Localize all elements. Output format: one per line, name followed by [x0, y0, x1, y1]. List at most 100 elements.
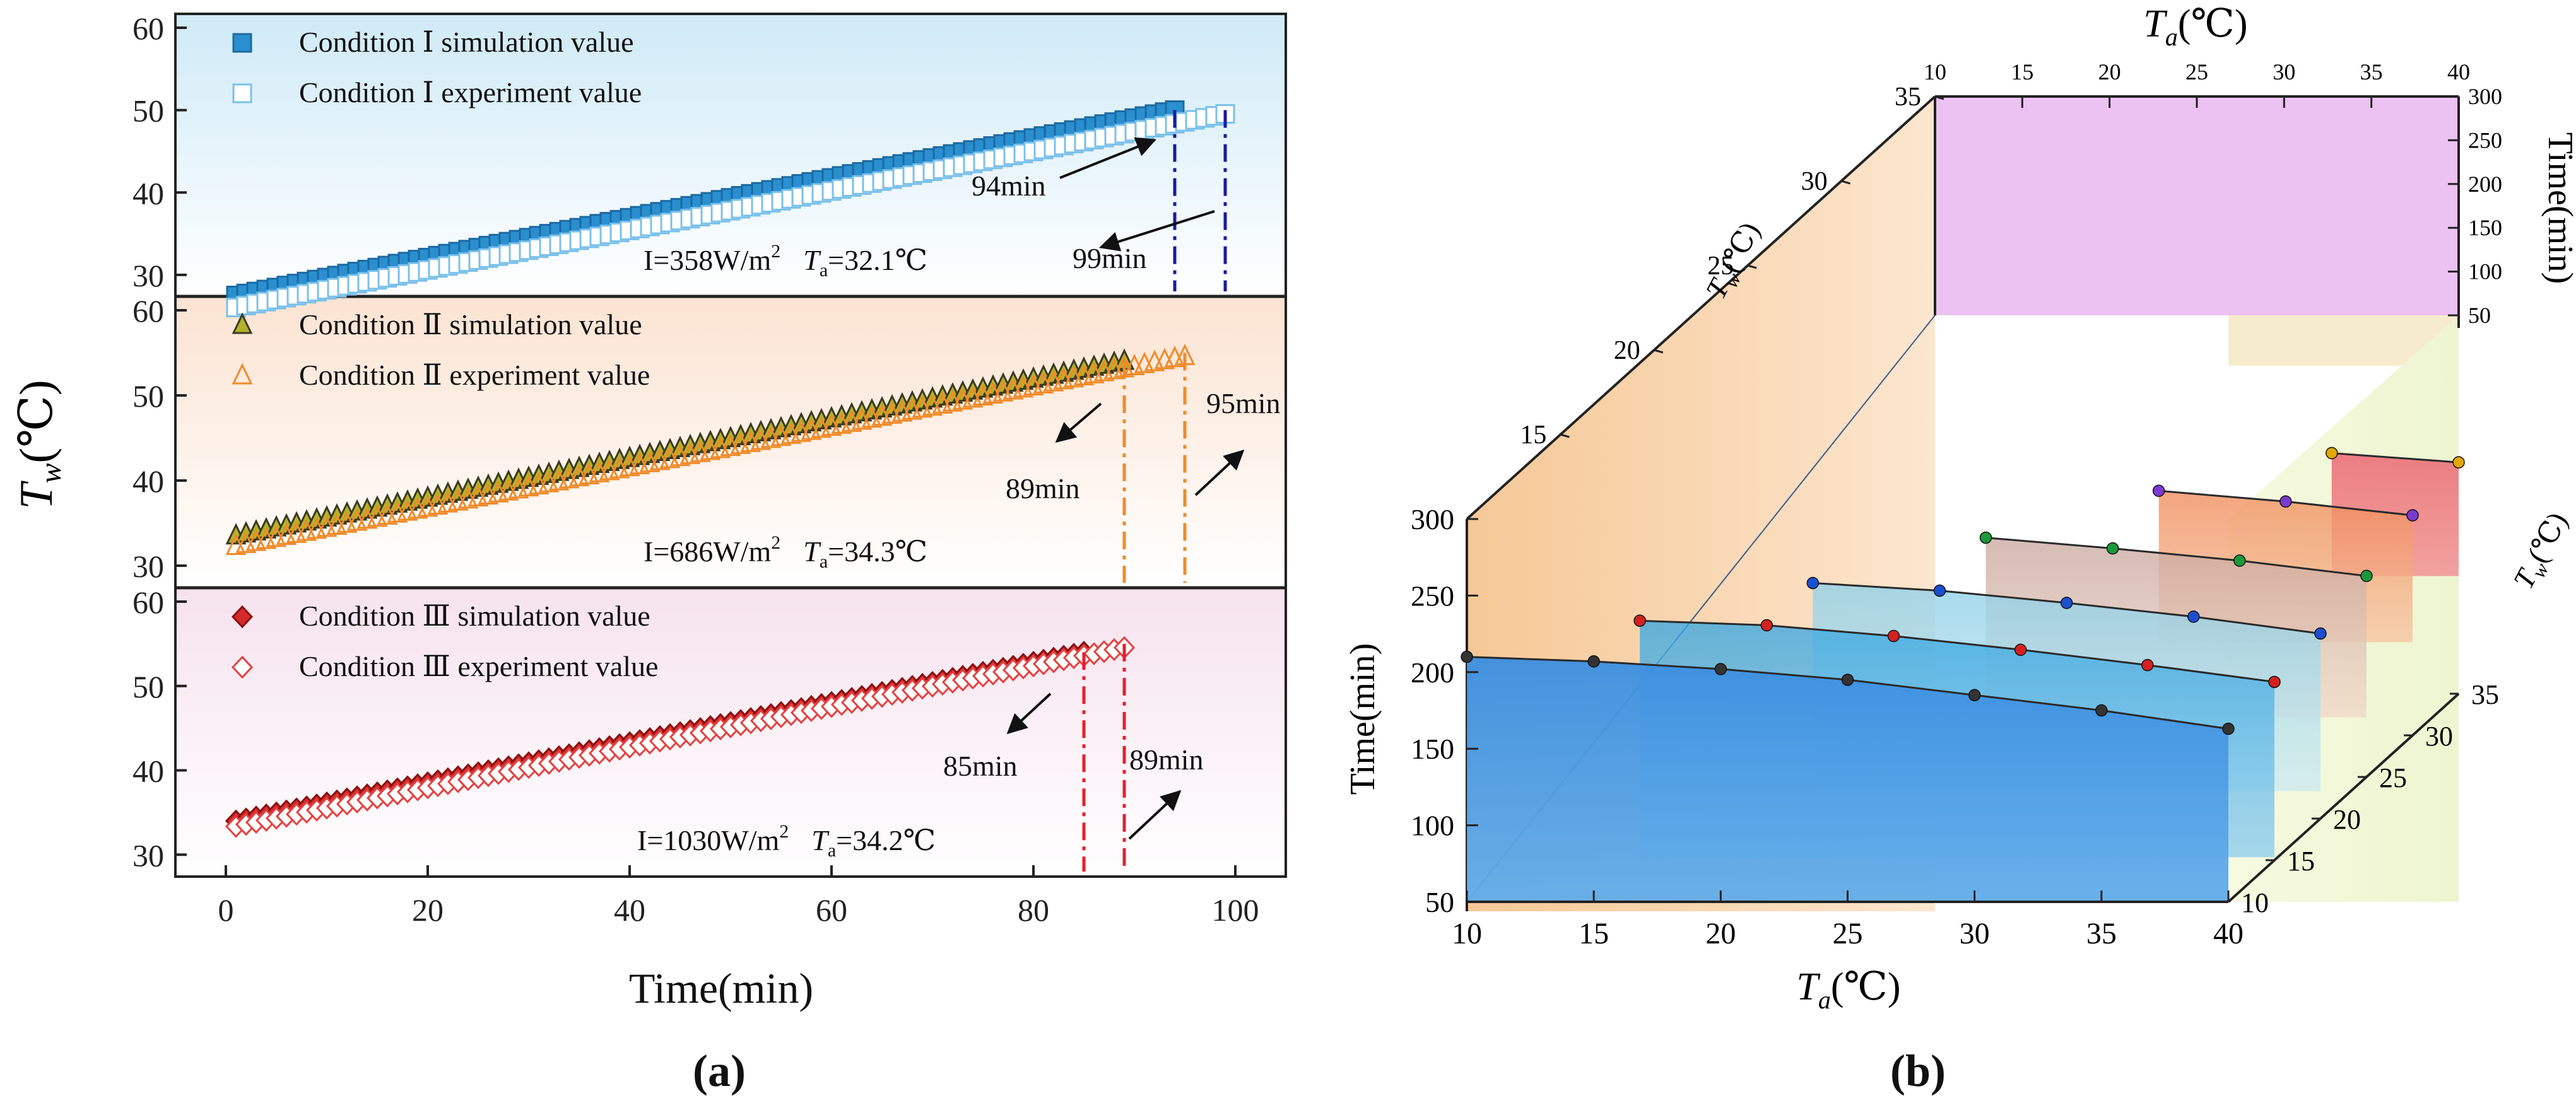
ta-tick-label-bottom: 15	[1579, 917, 1609, 950]
annotation-arrow	[1059, 137, 1156, 179]
x-tick-label: 0	[218, 892, 234, 928]
tw-tick-label-back: 20	[1614, 336, 1640, 365]
y-tick-label: 30	[132, 258, 164, 293]
surface-sheet-tw-10	[1467, 657, 2228, 902]
annotation-arrow	[1006, 692, 1052, 735]
curve-point	[2187, 610, 2200, 623]
tw-tick-mark-back	[1934, 95, 1944, 100]
info-irradiance-sup: 2	[771, 532, 780, 553]
caption-a: (a)	[693, 1046, 746, 1096]
info-ta-value: =32.1℃	[828, 244, 927, 276]
ta-tick-label-bottom: 40	[2213, 917, 2244, 950]
series-1-experiment	[226, 104, 1235, 318]
legend-marker-simulation	[232, 312, 253, 334]
annotation-exp-time: 99min	[1073, 242, 1147, 274]
y-tick-label: 40	[132, 754, 164, 789]
time-tick-label-right: 250	[2468, 127, 2502, 153]
curve-point	[2095, 704, 2108, 717]
x-tick-label: 60	[816, 892, 847, 928]
tw-tick-label-back: 35	[1895, 83, 1921, 112]
condition-info: I=358W/m2 Ta=32.1℃	[644, 241, 927, 281]
y-tick-label: 60	[132, 585, 164, 620]
ta-tick-label-top: 20	[2098, 59, 2121, 85]
time-tick-label-front: 150	[1411, 733, 1454, 765]
annotation-sim-time: 94min	[972, 170, 1046, 202]
legend-marker-experiment	[232, 363, 253, 385]
curve-point	[2106, 542, 2119, 555]
series-3-experiment	[225, 636, 1136, 838]
curve-point	[1461, 650, 1473, 663]
curve-point	[2360, 569, 2373, 583]
time-tick-label-right: 200	[2468, 172, 2502, 197]
curve-point	[2233, 554, 2246, 567]
y-tick-label: 50	[132, 93, 164, 129]
info-irradiance: I=358W/m	[644, 244, 771, 276]
curve-point	[1633, 614, 1646, 627]
tw-tick-label-right: 30	[2425, 721, 2453, 752]
ta-tick-label-top: 10	[1924, 59, 1946, 85]
x-tick-label: 20	[412, 892, 444, 928]
ta-tick-label-bottom: 25	[1833, 917, 1863, 950]
y-tick-label: 30	[132, 549, 164, 584]
time-tick-label-right: 100	[2468, 259, 2502, 284]
curve-point	[1979, 531, 1992, 544]
time-axis-label-left: Time(min)	[1343, 643, 1382, 795]
condition-info: I=686W/m2 Ta=34.3℃	[644, 532, 927, 572]
back-wall-upper	[1935, 96, 2459, 315]
tw-axis-label-right: Tw(℃)	[2507, 507, 2576, 596]
tw-tick-mark-back	[1654, 349, 1664, 354]
legend-label-experiment: Condition Ⅰ experiment value	[299, 76, 642, 108]
curve-point	[1933, 584, 1946, 597]
surface-sheets	[1461, 446, 2465, 902]
tw-tick-label-right: 10	[2241, 887, 2269, 918]
ta-tick-label-top: 35	[2360, 59, 2383, 85]
annotation-sim-time: 85min	[943, 750, 1018, 782]
time-tick-label-front: 50	[1425, 886, 1454, 918]
tw-tick-mark-back	[1841, 180, 1851, 185]
panel-a-data	[225, 100, 1235, 872]
info-ta: T	[803, 244, 821, 276]
legend-label-simulation: Condition Ⅲ simulation value	[299, 600, 650, 632]
time-tick-label-front: 300	[1411, 503, 1454, 535]
curve-point	[1760, 619, 1773, 632]
annotation-arrow	[1194, 449, 1245, 496]
curve-point	[2014, 643, 2027, 657]
legend-label-experiment: Condition Ⅱ experiment value	[299, 359, 650, 391]
ta-axis-label-top: Ta(℃)	[2143, 3, 2247, 51]
y-tick-label: 50	[132, 378, 164, 414]
info-ta-value: =34.3℃	[828, 535, 927, 568]
info-ta: T	[803, 535, 821, 568]
legend-label-simulation: Condition Ⅱ simulation value	[299, 308, 642, 341]
info-irradiance: I=1030W/m	[637, 824, 779, 856]
y-tick-label: 40	[132, 464, 164, 499]
curve-point	[2222, 722, 2235, 735]
right-depth-axis	[2227, 692, 2460, 903]
tw-tick-mark-back	[1747, 264, 1757, 269]
info-ta-sub: a	[820, 260, 828, 281]
curve-point	[1968, 689, 1981, 701]
ta-tick-label-top: 30	[2273, 59, 2295, 85]
ta-tick-label-bottom: 10	[1452, 917, 1482, 950]
curve-point	[1887, 629, 1900, 643]
y-tick-label: 30	[132, 837, 164, 873]
caption-b: (b)	[1890, 1046, 1946, 1096]
time-tick-label-right: 50	[2468, 303, 2491, 328]
annotation-arrow	[1098, 210, 1215, 252]
info-irradiance-sup: 2	[779, 821, 789, 842]
y-tick-label: 60	[132, 11, 164, 46]
curve-line-tw-15	[1640, 619, 2275, 683]
legend-marker-experiment	[231, 655, 254, 679]
curve-point	[2279, 495, 2292, 508]
curve-point	[1806, 576, 1820, 590]
curve-point	[2326, 446, 2338, 460]
y-tick-label: 60	[132, 293, 164, 329]
info-ta: T	[811, 824, 830, 856]
time-tick-label-right: 300	[2468, 84, 2502, 109]
ta-axis-label-bottom: Ta(℃)	[1796, 966, 1900, 1014]
curve-point	[2060, 597, 2073, 609]
time-tick-label-front: 200	[1411, 657, 1454, 689]
